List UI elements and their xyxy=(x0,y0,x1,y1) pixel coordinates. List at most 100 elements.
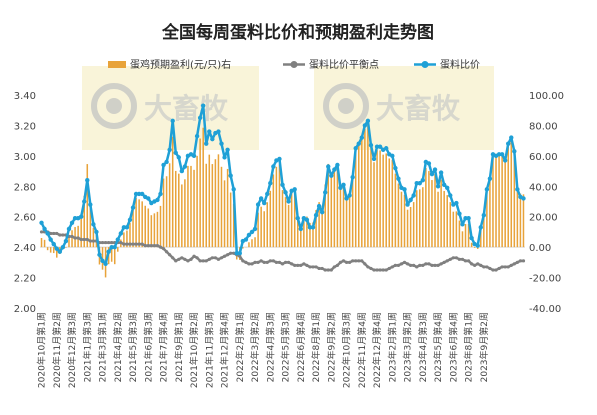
balance-point-marker xyxy=(485,265,488,268)
balance-point-marker xyxy=(281,262,284,265)
balance-point-marker xyxy=(497,267,500,270)
category-label: 2023年2月第1周 xyxy=(386,312,398,382)
profit-bar xyxy=(144,206,146,247)
balance-point-marker xyxy=(220,256,223,259)
egg-feed-ratio-marker xyxy=(341,183,345,187)
balance-point-marker xyxy=(470,262,473,265)
profit-bar xyxy=(459,221,461,248)
profit-bar xyxy=(291,192,293,247)
profit-bar xyxy=(288,205,290,247)
balance-point-marker xyxy=(318,267,321,270)
category-label: 2021年3月第1周 xyxy=(97,312,109,382)
balance-point-marker xyxy=(107,241,110,244)
egg-feed-ratio-marker xyxy=(363,123,367,127)
egg-feed-ratio-marker xyxy=(293,187,297,191)
egg-feed-ratio-marker xyxy=(506,141,510,145)
balance-point-marker xyxy=(55,232,58,235)
balance-point-marker xyxy=(217,258,220,261)
balance-point-marker xyxy=(131,243,134,246)
egg-feed-ratio-marker xyxy=(488,176,492,180)
category-label: 2021年10月第2周 xyxy=(188,312,200,388)
egg-feed-ratio-marker xyxy=(164,160,168,164)
category-label: 2020年12月第3周 xyxy=(66,312,78,388)
balance-point-marker xyxy=(40,230,43,233)
balance-point-marker xyxy=(223,255,226,258)
category-label: 2022年10月第3周 xyxy=(341,312,353,388)
profit-bar xyxy=(343,184,345,247)
category-label: 2023年4月第3周 xyxy=(417,312,429,382)
balance-point-marker xyxy=(501,265,504,268)
balance-point-marker xyxy=(208,258,211,261)
balance-point-marker xyxy=(211,256,214,259)
egg-feed-ratio-marker xyxy=(113,245,117,249)
profit-bar xyxy=(184,179,186,247)
balance-point-marker xyxy=(308,265,311,268)
egg-feed-ratio-marker xyxy=(106,250,110,254)
egg-feed-ratio-marker xyxy=(253,227,257,231)
profit-bar xyxy=(227,169,229,247)
profit-bar xyxy=(352,179,354,248)
profit-bar xyxy=(419,189,421,247)
egg-feed-ratio-marker xyxy=(320,210,324,214)
profit-bar xyxy=(187,166,189,247)
profit-bar xyxy=(346,196,348,247)
profit-bar xyxy=(276,167,278,247)
egg-feed-ratio-marker xyxy=(256,202,260,206)
egg-feed-ratio-marker xyxy=(503,158,507,162)
profit-bar xyxy=(401,192,403,247)
balance-point-marker xyxy=(400,262,403,265)
balance-point-marker xyxy=(516,261,519,264)
profit-bar xyxy=(425,168,427,247)
category-label: 2021年4月第2周 xyxy=(112,312,124,382)
balance-point-marker xyxy=(522,259,525,262)
egg-feed-ratio-marker xyxy=(128,218,132,222)
balance-point-marker xyxy=(162,247,165,250)
balance-point-marker xyxy=(491,268,494,271)
balance-point-marker xyxy=(324,268,327,271)
egg-feed-ratio-marker xyxy=(317,204,321,208)
profit-bar xyxy=(446,195,448,247)
egg-feed-ratio-marker xyxy=(238,251,242,255)
profit-bar xyxy=(80,217,82,247)
profit-bar xyxy=(407,210,409,247)
egg-feed-ratio-marker xyxy=(231,187,235,191)
egg-feed-ratio-marker xyxy=(207,129,211,133)
right-tick-label: -20.00 xyxy=(529,274,561,285)
right-tick-label: -40.00 xyxy=(529,304,561,315)
balance-point-marker xyxy=(342,259,345,262)
balance-point-marker xyxy=(351,259,354,262)
legend-marker-balance xyxy=(291,61,298,68)
profit-bar xyxy=(517,188,519,247)
profit-bar xyxy=(172,137,174,247)
left-tick-label: 2.20 xyxy=(14,274,36,285)
balance-point-marker xyxy=(256,261,259,264)
balance-point-marker xyxy=(519,259,522,262)
profit-bar xyxy=(413,202,415,247)
profit-bar xyxy=(166,176,168,247)
balance-point-marker xyxy=(382,268,385,271)
profit-bar xyxy=(358,144,360,247)
profit-bar xyxy=(260,207,262,247)
balance-point-marker xyxy=(138,243,141,246)
balance-point-marker xyxy=(266,261,269,264)
egg-feed-ratio-marker xyxy=(329,173,333,177)
egg-feed-ratio-marker xyxy=(357,141,361,145)
balance-point-marker xyxy=(229,252,232,255)
egg-feed-ratio-marker xyxy=(311,225,315,229)
balance-point-marker xyxy=(125,243,128,246)
balance-point-marker xyxy=(473,264,476,267)
profit-bar xyxy=(361,139,363,247)
left-tick-label: 2.60 xyxy=(14,213,36,224)
category-label: 2023年8月第1周 xyxy=(463,312,475,382)
profit-bar xyxy=(376,150,378,247)
profit-bar xyxy=(492,155,494,247)
balance-point-marker xyxy=(513,262,516,265)
category-label: 2021年7月第4周 xyxy=(158,312,170,382)
egg-feed-ratio-marker xyxy=(192,154,196,158)
balance-point-marker xyxy=(345,261,348,264)
category-label: 2022年5月第3周 xyxy=(280,312,292,382)
profit-bar xyxy=(132,210,134,247)
balance-point-marker xyxy=(241,259,244,262)
egg-feed-ratio-marker xyxy=(85,178,89,182)
balance-point-marker xyxy=(305,264,308,267)
